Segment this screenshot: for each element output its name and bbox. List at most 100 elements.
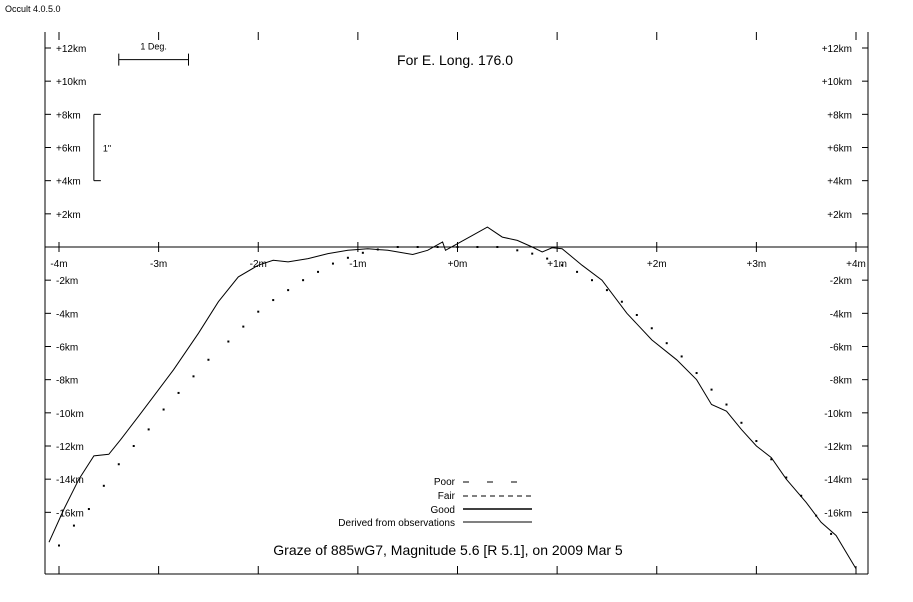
y-tick-label-right: +8km: [827, 110, 852, 121]
y-tick-label-right: -2km: [830, 276, 852, 287]
limb-profile-line: [48, 226, 857, 569]
y-tick-label-left: -16km: [56, 508, 84, 519]
app-version-label: Occult 4.0.5.0: [5, 4, 61, 14]
predicted-limb-dot: [516, 249, 519, 252]
predicted-limb-dot: [162, 408, 165, 411]
predicted-limb-dot: [361, 251, 364, 254]
y-tick-label-right: +2km: [827, 210, 852, 221]
predicted-limb-dot: [192, 375, 195, 378]
arcsec-scale-label: 1": [103, 144, 111, 154]
predicted-limb-dot: [58, 544, 60, 547]
legend-fair-label: Fair: [438, 491, 456, 502]
x-tick-label: -4m: [50, 259, 67, 270]
predicted-limb-dot: [770, 458, 773, 461]
y-tick-label-right: -14km: [824, 475, 852, 486]
predicted-limb-dot: [376, 248, 379, 251]
y-tick-label-right: +6km: [827, 144, 852, 155]
predicted-limb-dot: [102, 484, 105, 487]
y-tick-label-left: -8km: [56, 376, 78, 387]
predicted-limb-dot: [680, 355, 683, 358]
predicted-limb-dot: [72, 524, 75, 527]
predicted-limb-dot: [785, 476, 788, 479]
y-tick-label-left: +4km: [56, 177, 81, 188]
arcsec-scale-bar: 1": [93, 113, 111, 182]
y-tick-label-left: +12km: [56, 44, 86, 55]
predicted-limb-dot: [346, 256, 349, 259]
legend-good-label: Good: [431, 505, 455, 516]
legend: Poor Fair Good Derived from observations: [338, 477, 532, 529]
x-tick-label: +0m: [448, 259, 468, 270]
predicted-limb-dot: [710, 388, 713, 391]
series-layer: [48, 226, 857, 569]
y-tick-label-left: -2km: [56, 276, 78, 287]
predicted-limb-dot: [665, 342, 668, 345]
predicted-limb-dot: [272, 299, 275, 302]
degree-scale-bar: 1 Deg.: [118, 42, 190, 66]
y-tick-label-left: -14km: [56, 475, 84, 486]
y-tick-label-left: +6km: [56, 144, 81, 155]
legend-derived-label: Derived from observations: [338, 518, 455, 529]
plot-frame: [44, 32, 869, 575]
y-tick-label-right: +10km: [822, 77, 852, 88]
y-tick-label-right: -10km: [824, 409, 852, 420]
y-tick-label-left: +8km: [56, 110, 81, 121]
predicted-limb-dot: [695, 372, 698, 375]
predicted-limb-dot: [755, 440, 758, 443]
predicted-limb-dot: [257, 310, 260, 313]
y-tick-labels: +12km +12km +10km +10km +8km +8km +6km +6km +4km…: [56, 44, 852, 519]
predicted-limb-dot: [132, 445, 135, 447]
predicted-limb-dot: [396, 246, 399, 248]
legend-poor-label: Poor: [434, 477, 456, 488]
predicted-limb-dot: [496, 246, 499, 248]
predicted-limb-dot: [725, 403, 728, 406]
tick-marks: [45, 32, 868, 574]
y-tick-label-right: +4km: [827, 177, 852, 188]
predicted-limb-dot: [650, 327, 653, 330]
predicted-limb-dot: [456, 246, 459, 248]
predicted-limb-dot: [800, 494, 803, 497]
predicted-limb-dot: [531, 252, 534, 255]
predicted-limb-dot: [242, 325, 245, 328]
chart-caption: Graze of 885wG7, Magnitude 5.6 [R 5.1], …: [273, 542, 623, 558]
y-tick-label-right: -16km: [824, 508, 852, 519]
x-tick-label: +1m: [547, 259, 567, 270]
x-tick-label: -1m: [349, 259, 366, 270]
predicted-limb-dot: [207, 358, 210, 361]
degree-scale-label: 1 Deg.: [140, 42, 167, 52]
y-tick-label-right: -6km: [830, 343, 852, 354]
predicted-limb-dot: [830, 532, 833, 535]
chart-title: For E. Long. 176.0: [397, 52, 513, 68]
predicted-limb-dot: [177, 391, 180, 394]
x-tick-label: +3m: [747, 259, 767, 270]
predicted-limb-dot: [605, 289, 608, 292]
y-tick-label-right: -8km: [830, 376, 852, 387]
predicted-limb-dot: [416, 246, 419, 248]
x-tick-label: -3m: [150, 259, 167, 270]
x-tick-labels: -4m -3m -2m -1m +0m +1m +2m +3m +4m: [50, 259, 865, 270]
y-tick-label-right: +12km: [822, 44, 852, 55]
y-tick-label-left: -12km: [56, 442, 84, 453]
y-tick-label-left: -6km: [56, 343, 78, 354]
y-tick-label-left: -4km: [56, 309, 78, 320]
predicted-limb-dot: [546, 257, 549, 260]
y-tick-label-left: +2km: [56, 210, 81, 221]
predicted-limb-dot: [147, 428, 150, 431]
predicted-limb-dot: [287, 289, 290, 292]
x-tick-label: +4m: [846, 259, 866, 270]
predicted-limb-dot: [436, 246, 439, 248]
predicted-limb-dot: [561, 264, 564, 267]
y-tick-label-left: +10km: [56, 77, 86, 88]
y-tick-label-right: -12km: [824, 442, 852, 453]
predicted-limb-dot: [576, 270, 579, 273]
x-tick-label: -2m: [250, 259, 267, 270]
predicted-limb-dot: [635, 313, 638, 316]
x-tick-label: +2m: [647, 259, 667, 270]
predicted-limb-dot: [227, 340, 230, 343]
predicted-limb-dot: [87, 508, 90, 511]
predicted-limb-dot: [302, 279, 305, 282]
predicted-limb-dot: [740, 421, 743, 424]
predicted-limb-dot: [317, 270, 320, 273]
predicted-limb-dot: [590, 279, 593, 282]
predicted-limb-dot: [331, 262, 334, 265]
